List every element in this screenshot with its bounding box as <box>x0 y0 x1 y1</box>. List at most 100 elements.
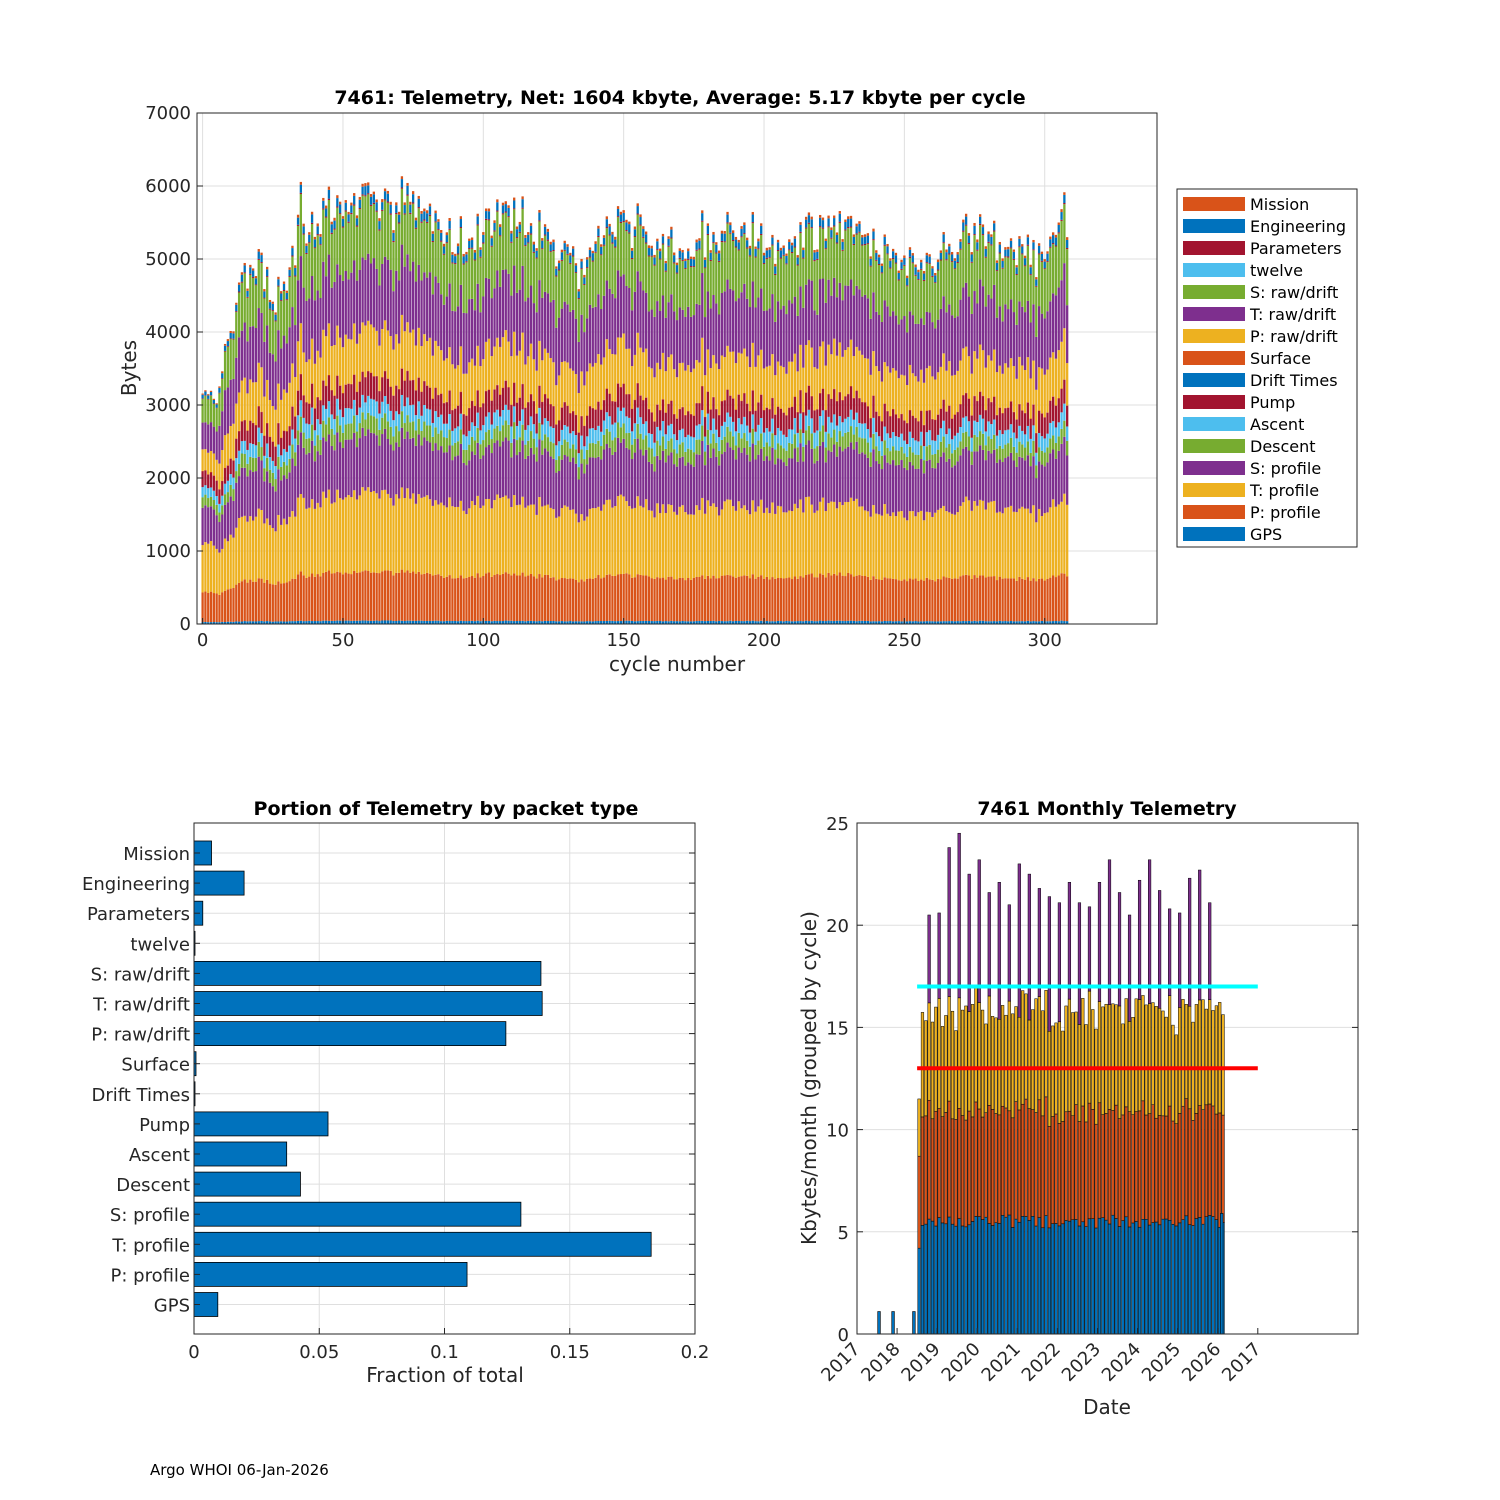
top-bar-segment <box>235 482 238 528</box>
top-bar-segment <box>524 576 527 622</box>
top-bar-segment <box>877 254 881 258</box>
top-bar-segment <box>434 620 437 624</box>
top-bar-segment <box>931 376 934 419</box>
top-bar-segment <box>302 287 305 353</box>
top-bar-segment <box>684 261 687 269</box>
top-bar-segment <box>866 298 870 359</box>
top-bar-segment <box>959 299 962 361</box>
top-bar-segment <box>824 302 827 366</box>
top-cycle-bar-group <box>473 249 477 624</box>
top-bar-segment <box>223 350 227 352</box>
top-bar-segment <box>403 438 406 498</box>
top-bar-segment <box>667 621 670 624</box>
top-bar-segment <box>594 443 597 459</box>
monthly-bar-segment <box>1037 1217 1041 1335</box>
monthly-bar-segment <box>980 1116 985 1220</box>
top-bar-segment <box>765 442 768 457</box>
top-bar-segment <box>251 277 255 327</box>
top-bar-segment <box>667 440 670 456</box>
top-bar-segment <box>737 250 740 299</box>
top-bar-segment <box>897 437 900 451</box>
top-bar-segment <box>678 258 681 308</box>
top-bar-segment <box>644 292 648 349</box>
top-bar-segment <box>942 234 945 243</box>
top-bar-segment <box>737 242 740 250</box>
top-bar-segment <box>886 366 889 411</box>
top-bar-segment <box>858 232 861 290</box>
top-bar-segment <box>776 443 780 459</box>
top-bar-segment <box>956 412 959 433</box>
top-cycle-bar-group <box>675 262 679 624</box>
top-bar-segment <box>785 436 788 451</box>
top-bar-segment <box>844 230 847 286</box>
top-bar-segment <box>945 252 948 260</box>
top-bar-segment <box>1063 328 1066 380</box>
top-bar-segment <box>392 291 395 350</box>
top-bar-segment <box>849 339 853 386</box>
top-bar-segment <box>594 621 597 624</box>
top-bar-segment <box>294 452 297 467</box>
top-bar-segment <box>1012 578 1015 622</box>
top-bar-segment <box>726 214 729 223</box>
top-bar-segment <box>459 216 463 220</box>
top-bar-segment <box>757 238 760 242</box>
top-bar-segment <box>364 186 367 196</box>
top-bar-segment <box>964 282 968 347</box>
top-bar-segment <box>543 234 547 236</box>
top-cycle-bar-group <box>414 217 418 624</box>
top-bar-segment <box>501 214 505 270</box>
top-bar-segment <box>232 537 235 588</box>
top-bar-segment <box>232 333 235 339</box>
top-bar-segment <box>872 395 875 418</box>
top-bar-segment <box>953 414 957 436</box>
top-bar-segment <box>976 505 979 578</box>
monthly-bar-group <box>1021 990 1025 1335</box>
top-cycle-bar-group <box>347 211 350 624</box>
monthly-bar-segment <box>967 1110 971 1226</box>
top-bar-segment <box>762 263 766 265</box>
top-bar-segment <box>341 417 345 433</box>
top-bar-segment <box>639 620 642 624</box>
top-bar-segment <box>571 457 575 510</box>
top-bar-segment <box>319 236 322 245</box>
top-bar-segment <box>726 426 729 443</box>
top-bar-segment <box>945 260 948 313</box>
top-bar-segment <box>207 394 210 396</box>
top-bar-segment <box>361 183 364 187</box>
top-bar-segment <box>802 247 805 251</box>
top-cycle-bar-group <box>936 259 940 624</box>
top-bar-segment <box>695 454 698 506</box>
top-bar-segment <box>824 365 827 410</box>
top-bar-segment <box>903 257 906 265</box>
top-bar-segment <box>678 363 681 409</box>
top-bar-segment <box>661 295 665 353</box>
top-bar-segment <box>527 243 530 298</box>
top-bar-segment <box>689 316 693 373</box>
top-bar-segment <box>263 291 266 298</box>
top-bar-segment <box>779 408 783 409</box>
top-bar-segment <box>698 238 701 241</box>
top-bar-segment <box>908 578 912 622</box>
top-bar-segment <box>445 620 448 624</box>
top-bar-segment <box>768 513 771 580</box>
top-bar-segment <box>434 574 437 621</box>
top-bar-segment <box>1051 243 1055 245</box>
top-bar-segment <box>819 217 822 227</box>
top-bar-segment <box>757 454 760 507</box>
top-bar-segment <box>659 445 662 460</box>
top-bar-segment <box>917 454 920 469</box>
top-bar-segment <box>291 255 294 257</box>
top-cycle-bar-group <box>931 266 934 624</box>
top-bar-segment <box>636 438 639 497</box>
top-bar-segment <box>855 427 858 442</box>
top-bar-segment <box>240 441 244 454</box>
top-bar-segment <box>847 620 850 624</box>
top-bar-segment <box>350 339 353 384</box>
top-bar-segment <box>889 416 892 438</box>
top-cycle-bar-group <box>1040 251 1044 624</box>
top-bar-segment <box>774 449 777 465</box>
top-bar-segment <box>746 247 749 249</box>
monthly-bar-segment <box>1014 1006 1018 1102</box>
top-bar-segment <box>487 219 491 221</box>
top-x-tick-label: 300 <box>1028 630 1062 651</box>
